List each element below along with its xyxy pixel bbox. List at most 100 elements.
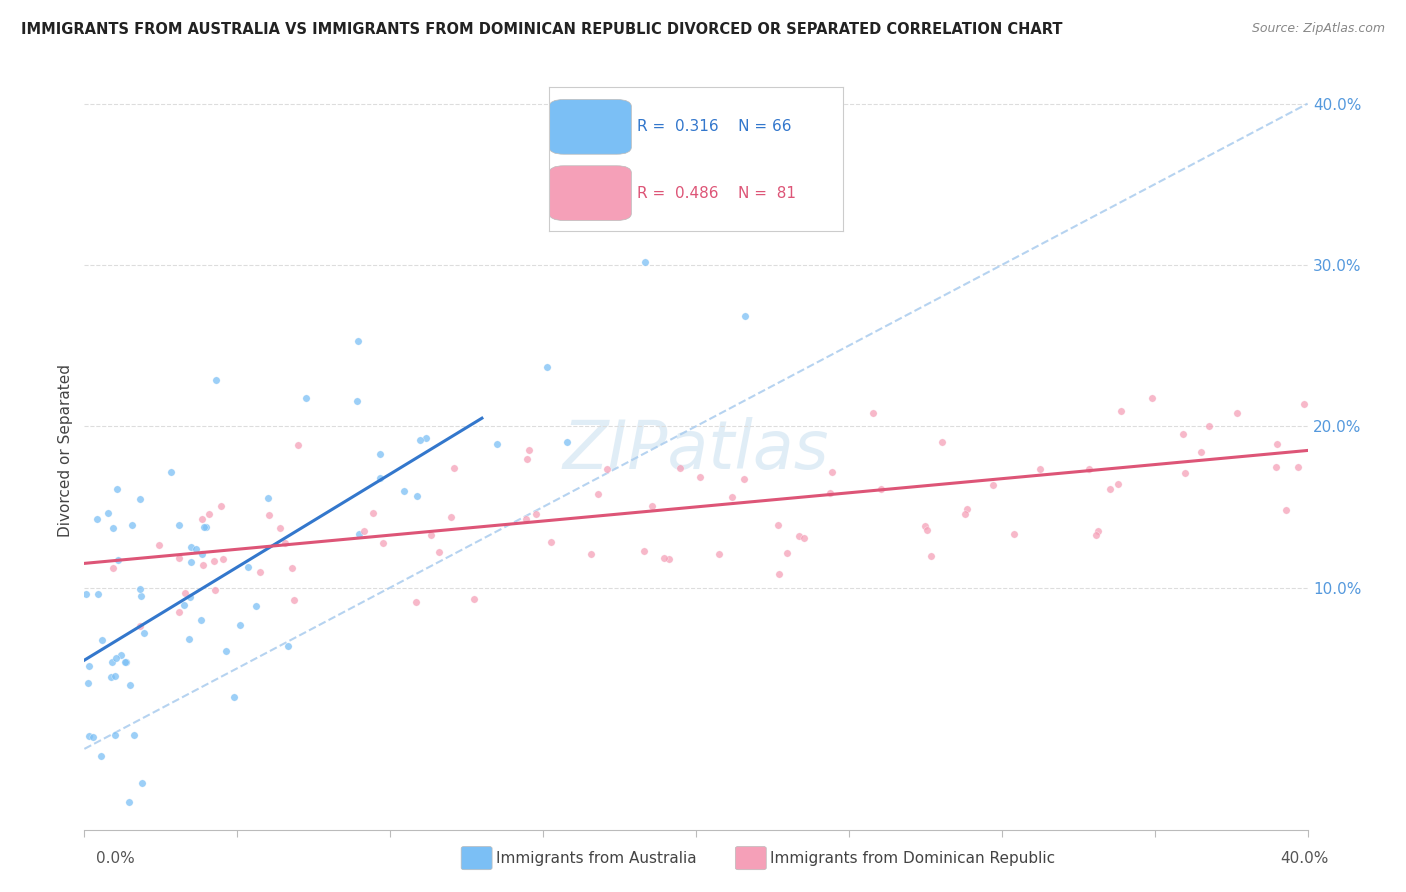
Text: Immigrants from Dominican Republic: Immigrants from Dominican Republic [770,851,1056,865]
Point [269,521,291,535]
Point [193,520,215,534]
Point [1029,462,1052,476]
Point [174,586,197,600]
Point [793,531,815,545]
Point [652,550,675,565]
Point [1140,392,1163,406]
Point [115,655,138,669]
Point [658,142,681,156]
Point [658,552,681,566]
Point [204,373,226,387]
Point [405,595,427,609]
Point [353,524,375,538]
Point [1174,466,1197,480]
Point [129,582,152,597]
Point [180,555,202,569]
Point [776,546,799,560]
Point [134,625,156,640]
Point [91,632,114,647]
Text: 0.0%: 0.0% [96,851,135,865]
Point [634,255,657,269]
Point [1085,528,1108,542]
Point [283,592,305,607]
Point [1109,404,1132,418]
Point [1002,527,1025,541]
Point [180,540,202,554]
Point [485,437,508,451]
Point [107,553,129,567]
Text: Immigrants from Australia: Immigrants from Australia [496,851,697,865]
Point [641,500,664,514]
Point [177,632,200,646]
Point [415,431,437,445]
Point [191,511,214,525]
Point [347,334,370,348]
Point [707,547,730,561]
Point [733,473,755,487]
Point [77,675,100,690]
Point [1198,419,1220,434]
Point [689,470,711,484]
Point [167,551,190,566]
Y-axis label: Divorced or Separated: Divorced or Separated [58,364,73,537]
Point [818,486,841,500]
Point [105,651,128,665]
Point [346,393,368,408]
Point [515,512,537,526]
Text: 40.0%: 40.0% [1281,851,1329,865]
Point [77,730,100,744]
Point [347,526,370,541]
Point [236,560,259,574]
Point [280,561,302,575]
Point [184,542,207,557]
Point [222,690,245,705]
Point [86,512,108,526]
Point [245,599,267,613]
Point [953,508,976,522]
Point [169,605,191,619]
Point [517,443,540,458]
Point [420,528,443,542]
Point [361,506,384,520]
Point [596,462,619,476]
Point [87,586,110,600]
Point [169,518,191,533]
Point [870,482,893,496]
Point [540,534,562,549]
Point [104,728,127,742]
Point [209,499,232,513]
Point [668,461,690,475]
Point [931,434,953,449]
Point [1107,476,1129,491]
Text: Source: ZipAtlas.com: Source: ZipAtlas.com [1251,22,1385,36]
Point [103,561,125,575]
Point [90,749,112,764]
Point [82,730,104,744]
Point [443,460,465,475]
Point [75,587,97,601]
Point [190,613,212,627]
Point [193,558,215,573]
Point [110,648,132,662]
Point [194,520,217,534]
Point [77,658,100,673]
Point [173,598,195,612]
Point [581,547,603,561]
Point [368,471,391,485]
Point [1171,426,1194,441]
Point [368,447,391,461]
Point [105,483,128,497]
Point [257,491,280,505]
Point [121,518,143,533]
Point [117,796,139,810]
Point [536,360,558,375]
Point [159,465,181,479]
Point [1265,460,1288,475]
Point [734,309,756,323]
Point [120,678,142,692]
Point [204,554,226,568]
Point [524,508,547,522]
Point [295,392,318,406]
Point [1189,444,1212,458]
Point [190,547,212,561]
